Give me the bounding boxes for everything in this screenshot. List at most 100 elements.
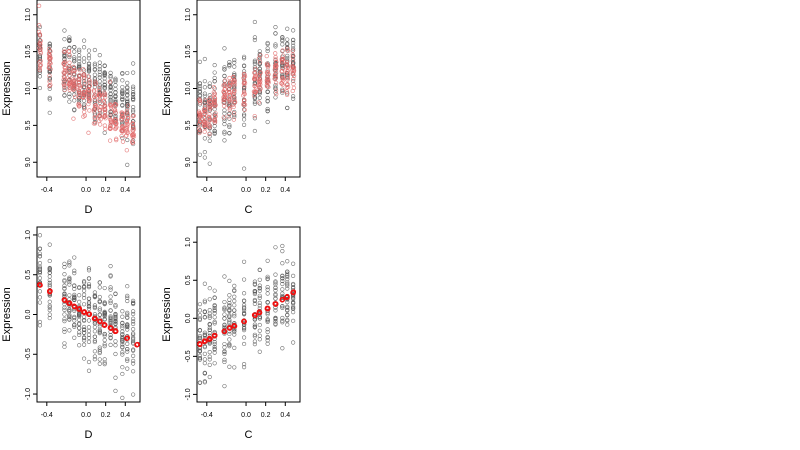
fitted-point	[124, 120, 129, 125]
observed-point	[72, 57, 77, 62]
observed-point	[72, 92, 77, 97]
observed-point	[241, 112, 247, 117]
points	[197, 243, 297, 389]
observed-point	[108, 294, 113, 299]
observed-point	[252, 339, 257, 344]
observed-point	[273, 42, 278, 47]
observed-point	[131, 61, 136, 66]
fitted-point	[38, 62, 44, 68]
observed-point	[86, 61, 92, 66]
fitted-point	[252, 76, 258, 82]
observed-point	[252, 332, 257, 337]
observed-point	[131, 316, 136, 321]
observed-point	[241, 335, 247, 340]
fitted-point	[290, 52, 295, 57]
fitted-point	[38, 38, 43, 44]
fitted-point	[211, 85, 217, 90]
observed-point	[47, 274, 52, 279]
observed-point	[97, 67, 102, 72]
observed-point	[291, 38, 296, 43]
fitted-point	[231, 74, 236, 79]
fitted-point	[202, 115, 207, 120]
observed-point	[125, 356, 130, 362]
observed-point	[67, 259, 72, 264]
observed-point	[120, 329, 125, 334]
observed-point	[62, 317, 67, 322]
observed-point	[86, 285, 92, 290]
observed-point	[197, 328, 203, 333]
observed-point	[92, 47, 97, 53]
observed-point	[202, 351, 207, 356]
fitted-point	[67, 53, 72, 58]
observed-point	[232, 329, 237, 334]
fitted-point	[251, 312, 257, 318]
observed-point	[62, 312, 67, 317]
observed-point	[222, 138, 227, 143]
observed-point	[37, 276, 43, 281]
fitted-point	[37, 23, 42, 28]
fitted-point	[48, 61, 53, 66]
fitted-point	[101, 322, 107, 328]
fitted-point	[82, 105, 88, 111]
observed-point	[67, 54, 72, 60]
fitted-point	[124, 133, 129, 138]
fitted-point	[131, 126, 136, 132]
fitted-point	[38, 49, 43, 54]
observed-point	[86, 368, 92, 373]
observed-point	[131, 309, 136, 314]
fitted-point	[280, 297, 286, 302]
observed-point	[291, 261, 296, 266]
observed-point	[67, 99, 72, 104]
fitted-point	[48, 82, 53, 88]
fitted-point	[258, 86, 263, 91]
observed-point	[125, 295, 130, 300]
observed-point	[222, 306, 227, 311]
fitted-point	[92, 121, 98, 126]
observed-point	[285, 274, 290, 279]
observed-point	[241, 54, 247, 59]
observed-point	[291, 304, 296, 309]
observed-point	[102, 357, 107, 362]
x-tick-label: 0.2	[101, 412, 111, 419]
observed-point	[131, 311, 136, 317]
fitted-point	[71, 82, 76, 87]
observed-point	[285, 37, 290, 42]
fitted-point	[67, 70, 72, 75]
observed-point	[202, 101, 207, 106]
observed-point	[125, 324, 130, 330]
observed-point	[102, 76, 107, 81]
observed-point	[67, 282, 72, 287]
observed-point	[241, 64, 247, 69]
fitted-point	[221, 89, 226, 95]
observed-point	[252, 64, 257, 70]
observed-point	[227, 297, 232, 302]
observed-point	[265, 106, 270, 112]
observed-point	[207, 134, 212, 139]
fitted-point	[107, 102, 113, 107]
observed-point	[252, 92, 257, 97]
observed-point	[202, 371, 207, 376]
observed-point	[241, 328, 247, 333]
observed-point	[37, 251, 43, 256]
observed-point	[113, 76, 118, 81]
fitted-point	[265, 306, 271, 312]
x-axis-label: C	[245, 429, 253, 441]
fitted-point	[47, 60, 52, 65]
fitted-point	[285, 46, 290, 51]
observed-point	[280, 346, 285, 351]
observed-point	[113, 115, 118, 120]
x-tick-label: 0.4	[120, 412, 130, 419]
fitted-point	[280, 57, 285, 62]
fitted-point	[202, 109, 207, 115]
observed-point	[265, 285, 270, 290]
observed-point	[108, 264, 113, 269]
observed-point	[197, 302, 203, 307]
observed-point	[252, 291, 257, 297]
observed-point	[285, 280, 290, 285]
fitted-point	[197, 127, 202, 133]
observed-point	[241, 103, 247, 108]
x-tick-label: 0.4	[280, 187, 290, 194]
x-tick-label: -0.4	[41, 187, 53, 194]
fitted-point	[108, 124, 113, 129]
observed-point	[212, 128, 217, 133]
